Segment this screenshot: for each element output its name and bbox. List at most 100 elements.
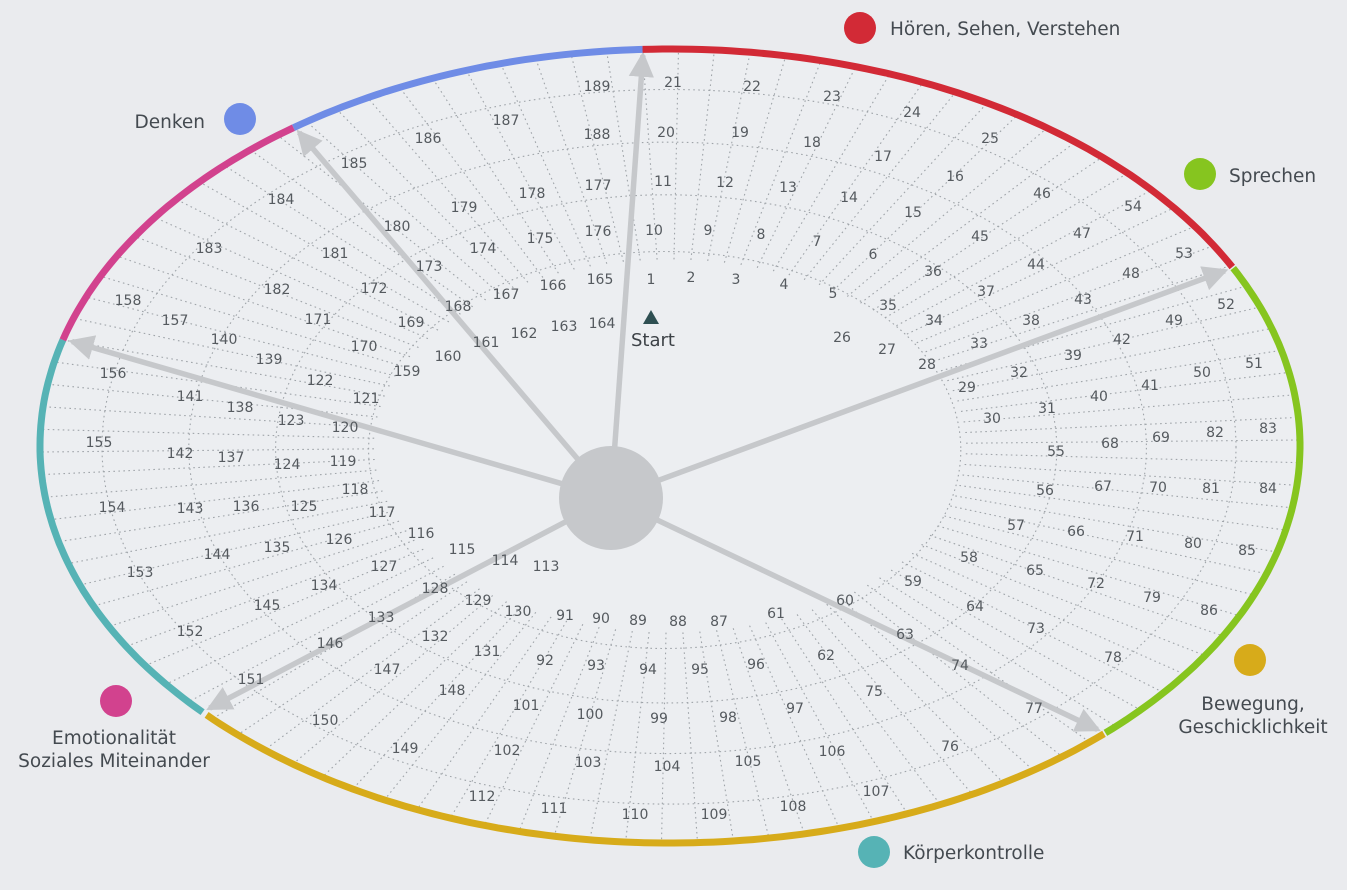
ring-cell-label: 137 [218, 450, 245, 466]
ring-cell-label: 139 [256, 352, 283, 368]
ring-cell-label: 159 [394, 364, 421, 380]
grid-divider [144, 548, 424, 667]
ring-cell-label: 47 [1073, 226, 1091, 242]
ring-cell-label: 3 [732, 272, 741, 288]
ring-cell-label: 119 [330, 454, 357, 470]
ring-cell-label: 32 [1010, 365, 1028, 381]
grid-divider [906, 207, 1175, 335]
ring-cell-label: 94 [639, 662, 657, 678]
category-rim [36, 45, 1304, 847]
ring-cell-label: 112 [469, 789, 496, 805]
ring-cell-label: 82 [1206, 425, 1224, 441]
ring-cell-label: 52 [1217, 297, 1235, 313]
grid-divider [962, 474, 1293, 509]
ring-cell-label: 27 [878, 342, 896, 358]
ring-cell-label: 181 [322, 246, 349, 262]
ring-cell-label: 24 [903, 105, 921, 121]
category-dot-icon [1184, 158, 1216, 190]
grid-divider [964, 463, 1297, 486]
grid-divider [660, 632, 667, 844]
ring-cell-label: 25 [981, 131, 999, 147]
category-denken[interactable]: Denken [134, 103, 256, 135]
ring-cell-label: 23 [823, 89, 841, 105]
ring-cell-label: 111 [541, 801, 568, 817]
category-dot-icon [844, 12, 876, 44]
ring-cell-label: 106 [819, 744, 846, 760]
grid-divider [518, 626, 600, 832]
ring-cell-label: 125 [291, 499, 318, 515]
category-bewegung[interactable]: Bewegung,Geschicklichkeit [1178, 644, 1328, 738]
ring-cell-label: 81 [1202, 481, 1220, 497]
grid-divider [176, 198, 439, 331]
ring-cell-label: 109 [701, 807, 728, 823]
ring-cell-label: 132 [422, 629, 449, 645]
grid-divider [756, 66, 857, 268]
category-label: Körperkontrolle [903, 843, 1044, 864]
start-label: Start [631, 330, 675, 351]
ring-cell-label: 61 [767, 606, 785, 622]
grid-divider [134, 235, 419, 349]
ring-cell-label: 113 [533, 559, 560, 575]
ring-cell-label: 74 [951, 658, 969, 674]
category-label: Soziales Miteinander [18, 751, 210, 772]
ring-cell-label: 104 [654, 759, 681, 775]
ring-cell-label: 116 [408, 526, 435, 542]
grid-divider [432, 78, 559, 274]
grid-divider [944, 515, 1255, 596]
grid-divider [500, 63, 591, 267]
ring-cell-label: 60 [836, 593, 854, 609]
hub-circle [559, 446, 663, 550]
ring-cell-label: 129 [465, 593, 492, 609]
grid-divider [723, 55, 787, 263]
grid-divider [625, 632, 650, 843]
ring-cell-label: 42 [1113, 332, 1131, 348]
ring-cell-label: 115 [449, 542, 476, 558]
grid-divider [589, 630, 633, 840]
category-dot-icon [1234, 644, 1266, 676]
category-dot-icon [858, 836, 890, 868]
category-label: Bewegung, [1201, 694, 1304, 715]
ring-cell-label: 167 [493, 287, 520, 303]
ring-cell-label: 156 [100, 366, 127, 382]
ring-cell-label: 16 [946, 169, 964, 185]
ring-cell-label: 2 [687, 270, 696, 286]
ring-cell-label: 20 [657, 125, 675, 141]
grid-divider [853, 591, 1063, 758]
grid-ring [101, 88, 1237, 805]
grid-divider [237, 581, 468, 736]
category-label: Hören, Sehen, Verstehen [890, 19, 1120, 40]
ring-cell-label: 86 [1200, 603, 1218, 619]
ring-cell-label: 154 [99, 500, 126, 516]
category-koerper[interactable]: Körperkontrolle [858, 836, 1044, 868]
ring-cell-label: 85 [1238, 543, 1256, 559]
category-sprechen[interactable]: Sprechen [1184, 158, 1316, 190]
ring-cell-label: 17 [874, 149, 892, 165]
ring-cell-label: 33 [970, 336, 988, 352]
ring-cell-label: 13 [779, 180, 797, 196]
ring-cell-label: 157 [162, 313, 189, 329]
grid-divider [952, 327, 1272, 392]
ring-cell-label: 53 [1175, 246, 1193, 262]
grid-divider [553, 629, 617, 837]
ring-cell-label: 158 [115, 293, 142, 309]
category-hoeren[interactable]: Hören, Sehen, Verstehen [844, 12, 1120, 44]
ring-cell-label: 12 [716, 175, 734, 191]
ring-cell-label: 153 [127, 565, 154, 581]
ring-cell-label: 31 [1038, 401, 1056, 417]
grid-divider [682, 632, 699, 843]
ring-cell-label: 39 [1064, 348, 1082, 364]
ring-cell-label: 8 [757, 227, 766, 243]
ring-cell-label: 48 [1122, 266, 1140, 282]
category-label: Emotionalität [52, 728, 176, 749]
ring-cell-label: 43 [1074, 292, 1092, 308]
ring-cell-label: 63 [896, 627, 914, 643]
ring-cell-label: 90 [592, 611, 610, 627]
ring-cell-label: 66 [1067, 524, 1085, 540]
start-marker[interactable]: Start [631, 310, 675, 351]
ring-cell-label: 162 [511, 326, 538, 342]
arrow-koerper [206, 514, 577, 711]
ring-cell-label: 69 [1152, 430, 1170, 446]
ring-cell-label: 123 [278, 413, 305, 429]
